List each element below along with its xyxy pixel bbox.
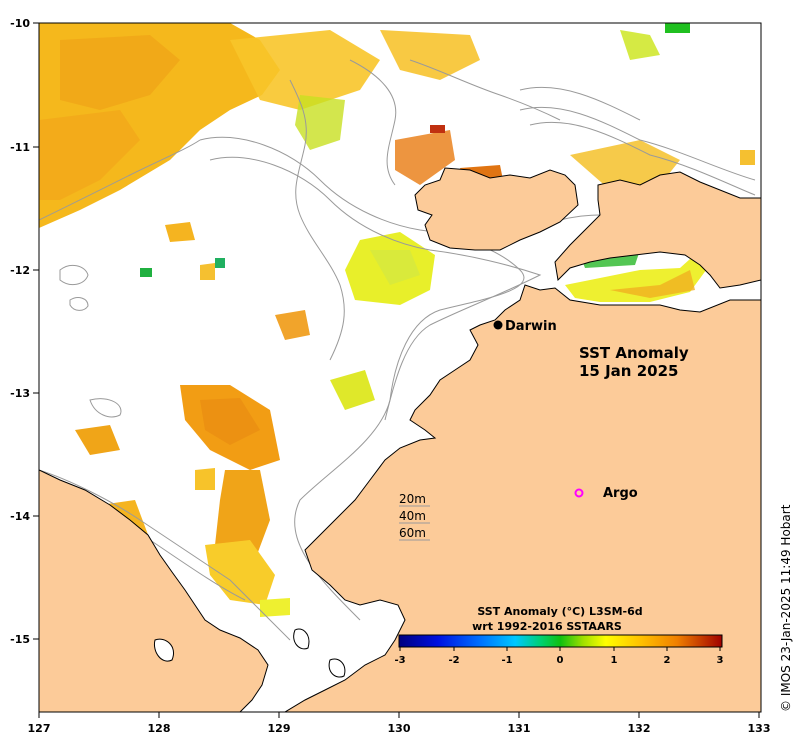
colorbar-tick: -1 — [501, 655, 512, 666]
coastal-islets — [153, 628, 346, 678]
colorbar-tick: 3 — [717, 655, 724, 666]
map-title-line2: 15 Jan 2025 — [579, 362, 678, 380]
map-plot-area — [39, 23, 761, 712]
colorbar-tick: 0 — [557, 655, 564, 666]
tiwi-islands — [414, 167, 579, 251]
imos-credit: © IMOS 23-Jan-2025 11:49 Hobart — [779, 504, 793, 712]
x-axis-labels: 127 128 129 130 131 132 133 — [28, 722, 771, 735]
argo-marker — [574, 488, 584, 498]
cobourg-peninsula — [554, 171, 761, 289]
colorbar-title-line2: wrt 1992-2016 SSTAARS — [472, 620, 622, 633]
depth-label-20m: 20m — [399, 492, 426, 506]
colorbar-tick: 1 — [611, 655, 618, 666]
depth-label-40m: 40m — [399, 509, 426, 523]
y-tick-label: -12 — [10, 264, 30, 277]
x-tick-label: 132 — [628, 722, 651, 735]
y-tick-label: -15 — [10, 633, 30, 646]
darwin-marker — [493, 320, 503, 330]
colorbar-tick: -2 — [448, 655, 459, 666]
map-title-line1: SST Anomaly — [579, 344, 689, 362]
argo-label: Argo — [603, 486, 638, 501]
x-tick-label: 127 — [28, 722, 51, 735]
x-tick-label: 128 — [148, 722, 171, 735]
y-axis-labels: -10 -11 -12 -13 -14 -15 — [10, 17, 30, 646]
y-tick-label: -10 — [10, 17, 30, 30]
colorbar-gradient — [398, 634, 723, 648]
x-tick-label: 133 — [748, 722, 771, 735]
x-tick-label: 130 — [388, 722, 411, 735]
colorbar-tick: 2 — [664, 655, 671, 666]
depth-legend: 20m 40m 60m — [399, 492, 430, 541]
kimberley-coast — [39, 469, 269, 712]
depth-label-60m: 60m — [399, 526, 426, 540]
axis-tick-marks — [33, 22, 760, 718]
plot-frame — [38, 22, 762, 713]
y-tick-label: -11 — [10, 141, 30, 154]
colorbar-tick: -3 — [394, 655, 405, 666]
colorbar-title-line1: SST Anomaly (°C) L3SM-6d — [477, 605, 642, 618]
land-masses — [39, 167, 761, 712]
y-tick-label: -14 — [10, 510, 30, 523]
y-tick-label: -13 — [10, 387, 30, 400]
x-tick-label: 131 — [508, 722, 531, 735]
mainland-nt — [284, 284, 761, 712]
colorbar: SST Anomaly (°C) L3SM-6d wrt 1992-2016 S… — [394, 605, 723, 666]
sst-data-layer — [39, 23, 755, 617]
darwin-label: Darwin — [505, 319, 557, 334]
x-tick-label: 129 — [268, 722, 291, 735]
